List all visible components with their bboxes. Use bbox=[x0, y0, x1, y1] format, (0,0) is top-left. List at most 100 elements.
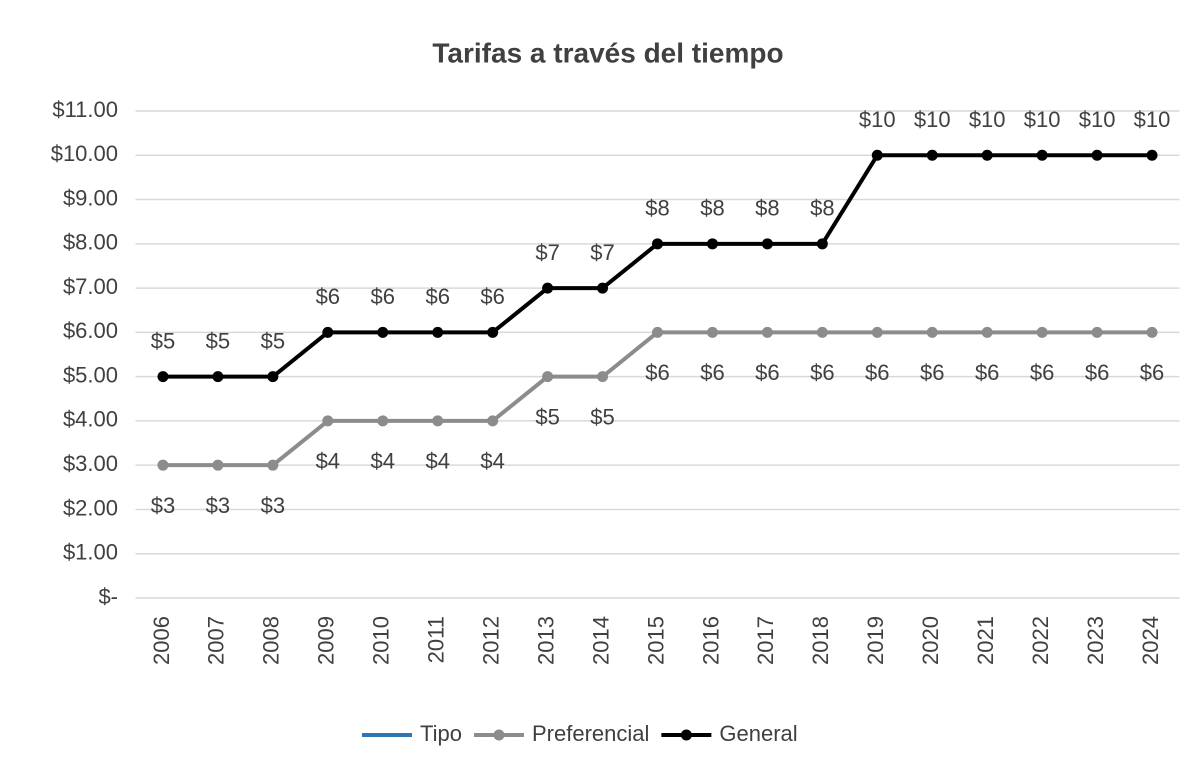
data-label: $4 bbox=[371, 449, 395, 474]
data-label: $6 bbox=[865, 360, 889, 385]
x-tick-label: 2008 bbox=[259, 616, 284, 665]
marker bbox=[706, 238, 718, 250]
y-tick-label: $7.00 bbox=[63, 274, 118, 299]
data-label: $10 bbox=[1024, 107, 1061, 132]
legend-label: Tipo bbox=[420, 721, 462, 746]
data-label: $3 bbox=[206, 493, 230, 518]
marker bbox=[761, 326, 773, 338]
data-label: $3 bbox=[261, 493, 285, 518]
y-tick-label: $9.00 bbox=[63, 185, 118, 210]
data-label: $6 bbox=[755, 360, 779, 385]
marker bbox=[432, 415, 444, 427]
y-tick-label: $11.00 bbox=[52, 97, 118, 122]
x-tick-label: 2024 bbox=[1138, 616, 1163, 665]
marker bbox=[1091, 326, 1103, 338]
x-tick-label: 2006 bbox=[149, 616, 174, 665]
data-label: $8 bbox=[755, 196, 779, 221]
y-tick-label: $10.00 bbox=[51, 141, 118, 166]
data-label: $6 bbox=[645, 360, 669, 385]
x-tick-label: 2018 bbox=[808, 616, 833, 665]
marker bbox=[542, 282, 554, 294]
y-tick-label: $3.00 bbox=[63, 451, 118, 476]
x-tick-label: 2017 bbox=[753, 616, 778, 665]
marker bbox=[212, 459, 224, 471]
legend-marker bbox=[493, 729, 505, 741]
x-tick-label: 2021 bbox=[973, 616, 998, 665]
y-tick-label: $4.00 bbox=[63, 407, 118, 432]
data-label: $6 bbox=[480, 284, 504, 309]
x-tick-label: 2020 bbox=[918, 616, 943, 665]
marker bbox=[542, 371, 554, 383]
x-tick-label: 2016 bbox=[698, 616, 723, 665]
marker bbox=[761, 238, 773, 250]
marker bbox=[652, 326, 663, 338]
data-label: $6 bbox=[316, 284, 340, 309]
marker bbox=[157, 459, 169, 471]
data-label: $6 bbox=[920, 360, 944, 385]
marker bbox=[377, 326, 389, 338]
x-tick-label: 2009 bbox=[314, 616, 339, 665]
data-label: $8 bbox=[645, 196, 669, 221]
data-label: $8 bbox=[810, 196, 834, 221]
data-label: $10 bbox=[859, 107, 896, 132]
x-tick-label: 2012 bbox=[478, 616, 503, 665]
data-label: $5 bbox=[206, 328, 230, 353]
marker bbox=[926, 326, 938, 338]
marker bbox=[597, 282, 609, 294]
marker bbox=[487, 415, 499, 427]
x-tick-label: 2011 bbox=[424, 616, 449, 663]
data-label: $10 bbox=[914, 107, 951, 132]
legend-label: Preferencial bbox=[532, 721, 649, 746]
data-label: $10 bbox=[1079, 107, 1116, 132]
data-label: $6 bbox=[1140, 360, 1164, 385]
marker bbox=[322, 326, 334, 338]
data-label: $10 bbox=[1134, 107, 1171, 132]
marker bbox=[981, 326, 993, 338]
data-label: $6 bbox=[975, 360, 999, 385]
data-label: $3 bbox=[151, 493, 175, 518]
data-label: $5 bbox=[151, 328, 175, 353]
x-tick-label: 2019 bbox=[863, 616, 888, 665]
data-label: $8 bbox=[700, 196, 724, 221]
data-label: $6 bbox=[700, 360, 724, 385]
x-tick-label: 2022 bbox=[1028, 616, 1053, 665]
marker bbox=[1036, 149, 1048, 161]
marker bbox=[706, 326, 718, 338]
data-label: $7 bbox=[535, 240, 559, 265]
data-label: $10 bbox=[969, 107, 1006, 132]
chart-title: Tarifas a través del tiempo bbox=[432, 37, 783, 68]
data-label: $7 bbox=[590, 240, 614, 265]
marker bbox=[652, 238, 663, 250]
x-tick-label: 2007 bbox=[204, 616, 229, 665]
y-tick-label: $5.00 bbox=[63, 362, 118, 387]
marker bbox=[212, 371, 224, 383]
marker bbox=[267, 459, 279, 471]
x-tick-label: 2015 bbox=[643, 616, 668, 665]
marker bbox=[981, 149, 993, 161]
y-tick-label: $1.00 bbox=[63, 540, 118, 565]
marker bbox=[487, 326, 499, 338]
marker bbox=[1146, 149, 1158, 161]
legend-marker bbox=[680, 729, 692, 741]
x-tick-label: 2014 bbox=[588, 616, 613, 665]
marker bbox=[871, 326, 883, 338]
marker bbox=[1146, 326, 1158, 338]
data-label: $4 bbox=[316, 449, 340, 474]
data-label: $6 bbox=[1030, 360, 1054, 385]
marker bbox=[432, 326, 444, 338]
data-label: $6 bbox=[810, 360, 834, 385]
marker bbox=[597, 371, 609, 383]
marker bbox=[816, 238, 828, 250]
marker bbox=[871, 149, 883, 161]
marker bbox=[926, 149, 938, 161]
marker bbox=[1091, 149, 1103, 161]
data-label: $5 bbox=[261, 328, 285, 353]
data-label: $6 bbox=[371, 284, 395, 309]
data-label: $6 bbox=[1085, 360, 1109, 385]
data-label: $5 bbox=[535, 404, 559, 429]
x-tick-label: 2013 bbox=[533, 616, 558, 665]
data-label: $5 bbox=[590, 404, 614, 429]
y-tick-label: $- bbox=[98, 584, 118, 609]
